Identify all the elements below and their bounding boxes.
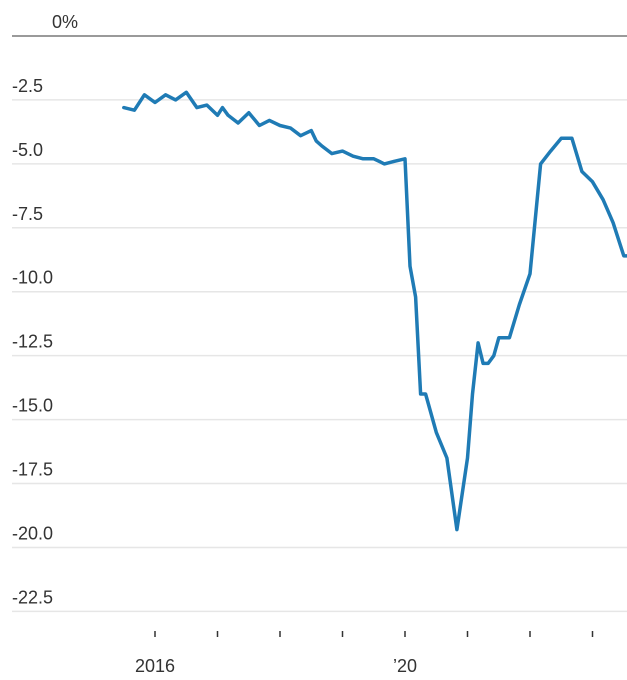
y-axis-tick-labels: 0% -2.5 -5.0 -7.5 -10.0 -12.5 -15.0 -17.5 -20.0 -… <box>12 12 78 607</box>
y-tick-label: -15.0 <box>12 396 53 416</box>
y-tick-label: -22.5 <box>12 587 53 607</box>
y-tick-label: -17.5 <box>12 460 53 480</box>
y-tick-label: 0% <box>52 12 78 32</box>
y-tick-label: -5.0 <box>12 140 43 160</box>
x-tick-label: ’20 <box>393 656 417 676</box>
y-tick-label: -10.0 <box>12 268 53 288</box>
series-line <box>122 90 627 532</box>
y-tick-label: -7.5 <box>12 204 43 224</box>
series-layer <box>122 90 627 532</box>
y-tick-label: -12.5 <box>12 332 53 352</box>
y-tick-label: -2.5 <box>12 76 43 96</box>
x-tick-label: 2016 <box>135 656 175 676</box>
x-axis-ticks <box>154 631 594 637</box>
grid-lines <box>12 35 627 613</box>
x-axis-tick-labels: 2016 ’20 <box>135 656 417 676</box>
y-tick-label: -20.0 <box>12 523 53 543</box>
